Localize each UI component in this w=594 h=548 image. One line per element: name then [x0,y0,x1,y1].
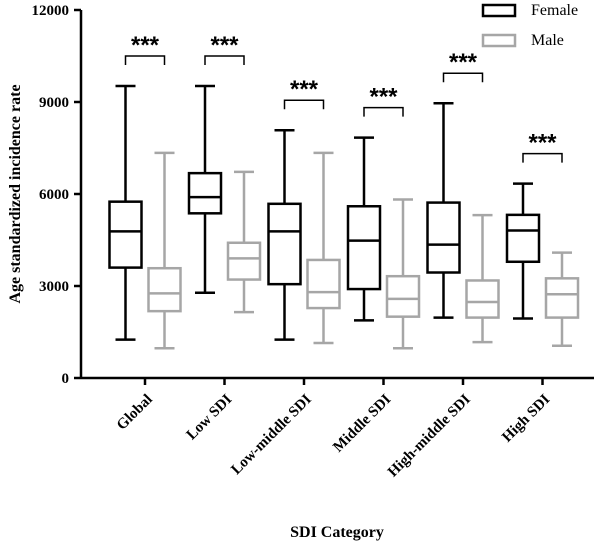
iqr-box [267,202,302,286]
legend-swatch-female [481,3,517,18]
iqr-box [187,171,223,215]
legend-label-female: Female [531,2,578,19]
x-axis-title: SDI Category [290,524,384,541]
significance-bracket [522,152,563,163]
x-category-label: Global [114,392,156,434]
y-tick-label: 9000 [39,95,69,111]
y-tick-label: 0 [62,371,70,387]
iqr-box [465,279,500,319]
box-female-5 [505,182,541,320]
legend-label-male: Male [531,32,564,49]
significance-label: *** [210,32,239,59]
legend: Female Male [481,2,578,49]
significance-label: *** [290,76,319,103]
x-category-label: Low-middle SDI [228,391,315,478]
iqr-box [346,205,382,291]
axes [79,10,594,380]
box-male-3 [385,198,421,350]
x-category-label: Middle SDI [330,391,394,455]
y-tick-label: 3000 [39,279,69,295]
significance-label: *** [528,130,557,157]
significance-markers: *** *** *** *** *** *** [124,32,563,163]
significance-label: *** [131,32,160,59]
iqr-box [147,266,182,313]
x-category-label: High SDI [499,391,553,445]
iqr-box [108,200,143,269]
box-male-2 [306,151,341,345]
iqr-box [385,274,421,318]
significance-bracket [363,106,404,117]
box-female-2 [267,128,302,341]
iqr-box [226,241,262,281]
significance-label: *** [449,49,478,76]
iqr-box [505,213,541,264]
box-female-4 [426,101,461,319]
legend-swatch-male [481,33,517,48]
iqr-box [306,258,341,310]
iqr-box [426,201,461,274]
box-male-0 [147,151,182,350]
box-male-1 [226,170,262,314]
boxes [108,84,580,350]
significance-bracket [124,55,166,66]
box-male-4 [465,213,500,344]
iqr-box [544,277,580,319]
y-tick-label: 6000 [39,187,69,203]
significance-bracket [283,99,325,110]
significance-bracket [442,72,484,83]
y-axis-title: Age standardized incidence rate [7,84,24,303]
y-ticks: 0 3000 6000 9000 12000 [32,3,81,387]
significance-bracket [204,55,245,66]
x-category-label: Low SDI [184,391,236,443]
box-male-5 [544,251,580,348]
box-female-0 [108,84,143,341]
box-female-1 [187,84,223,294]
y-tick-label: 12000 [32,3,70,19]
x-category-label: High-middle SDI [385,391,474,480]
significance-label: *** [369,84,398,111]
box-female-3 [346,136,382,322]
